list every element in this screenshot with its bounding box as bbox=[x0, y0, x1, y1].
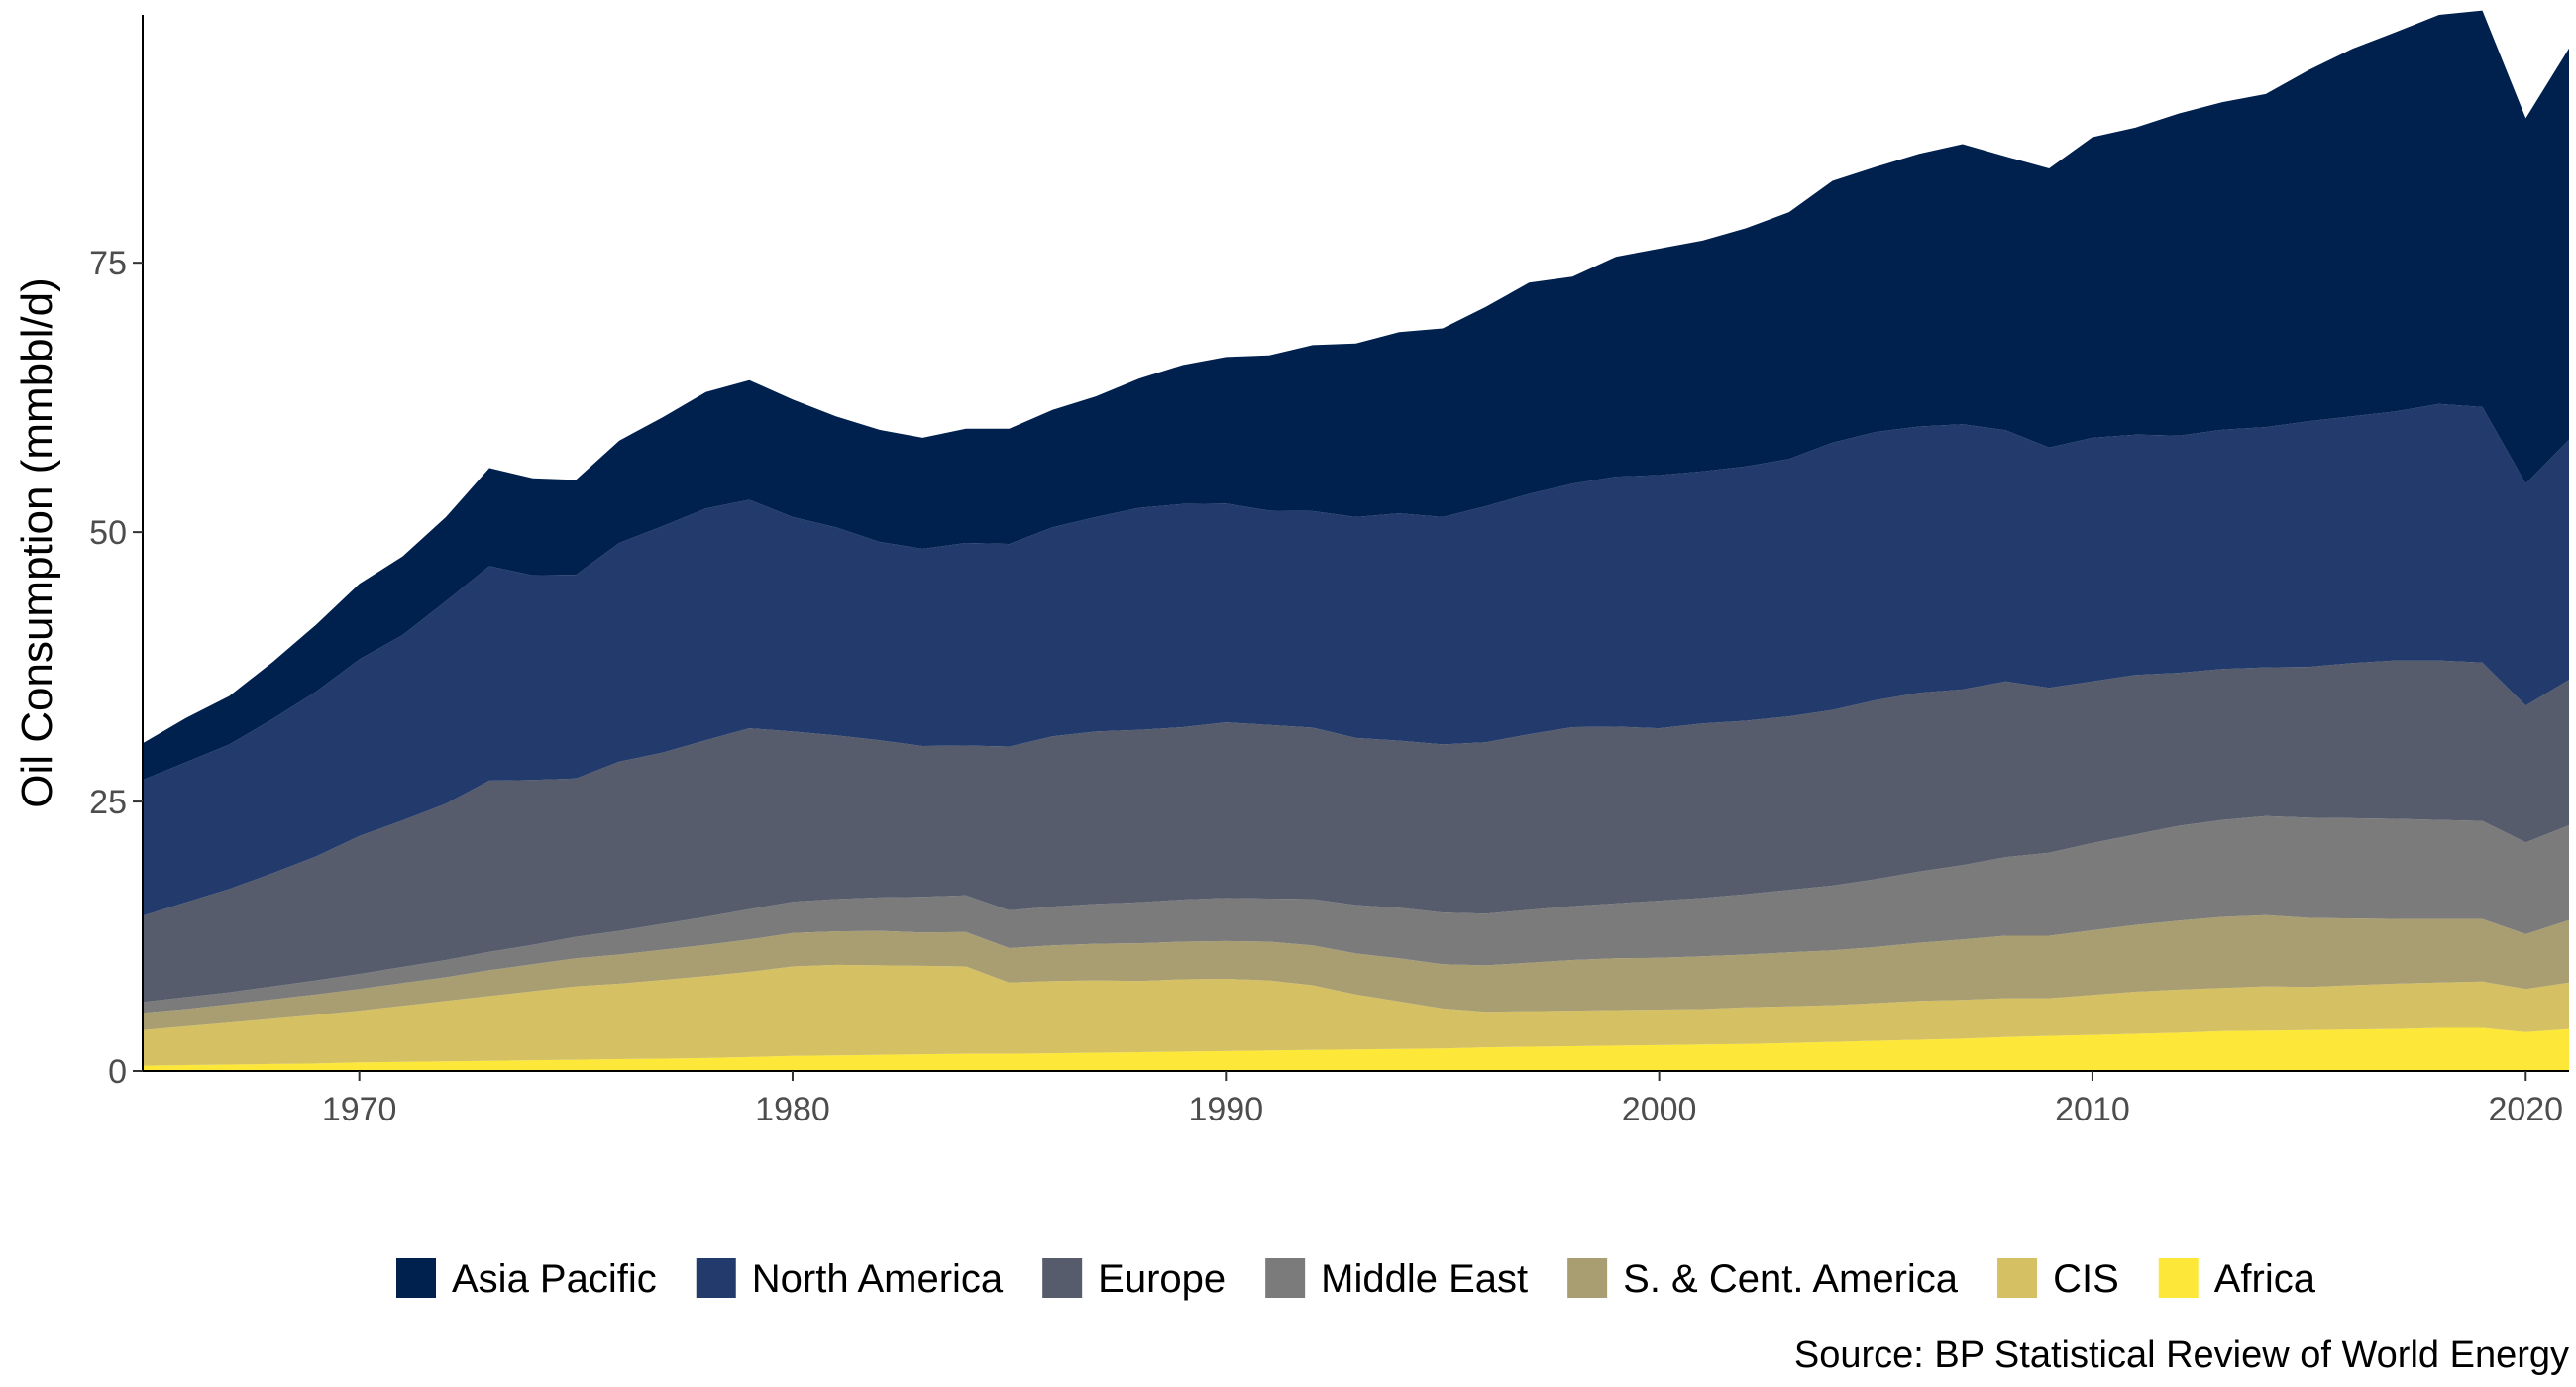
legend-swatch-middle-east bbox=[1265, 1258, 1306, 1298]
area-s-cent-america bbox=[143, 914, 2569, 1030]
y-tick-label: 50 bbox=[89, 514, 127, 552]
legend-swatch-north-america bbox=[696, 1258, 736, 1298]
legend: Asia Pacific North America Europe Middle Ea… bbox=[396, 1257, 2316, 1301]
x-tick-label: 1980 bbox=[755, 1091, 830, 1128]
x-tick-label: 1990 bbox=[1188, 1091, 1263, 1128]
x-tick-label: 1970 bbox=[322, 1091, 397, 1128]
area-middle-east bbox=[143, 815, 2569, 1014]
y-tick-label: 75 bbox=[89, 245, 127, 282]
x-tick-label: 2020 bbox=[2488, 1091, 2563, 1128]
area-asia-pacific bbox=[143, 10, 2569, 781]
source-caption: Source: BP Statistical Review of World E… bbox=[1794, 1334, 2569, 1376]
legend-swatch-cis bbox=[1997, 1258, 2038, 1298]
legend-label-europe: Europe bbox=[1098, 1257, 1226, 1301]
area-europe bbox=[143, 660, 2569, 1003]
legend-label-asia-pacific: Asia Pacific bbox=[452, 1257, 657, 1301]
y-tick-label: 0 bbox=[108, 1053, 127, 1091]
area-africa bbox=[143, 1027, 2569, 1071]
legend-label-middle-east: Middle East bbox=[1321, 1257, 1528, 1301]
x-tick-label: 2010 bbox=[2055, 1091, 2130, 1128]
area-cis bbox=[143, 964, 2569, 1066]
y-axis-title: Oil Consumption (mmbbl/d) bbox=[13, 277, 61, 808]
legend-swatch-africa bbox=[2158, 1258, 2199, 1298]
axes bbox=[142, 15, 2569, 1072]
legend-swatch-europe bbox=[1042, 1258, 1083, 1298]
y-tick-label: 25 bbox=[89, 784, 127, 821]
legend-label-north-america: North America bbox=[752, 1257, 1004, 1301]
legend-label-cis: CIS bbox=[2053, 1257, 2119, 1301]
legend-label-s-cent-america: S. & Cent. America bbox=[1623, 1257, 1959, 1301]
legend-swatch-s-cent-america bbox=[1567, 1258, 1608, 1298]
area-north-america bbox=[143, 403, 2569, 916]
x-tick-label: 2000 bbox=[1622, 1091, 1697, 1128]
x-ticks: 1970 1980 1990 2000 2010 2020 bbox=[322, 1071, 2563, 1128]
area-layers bbox=[143, 10, 2569, 1071]
legend-swatch-asia-pacific bbox=[396, 1258, 436, 1298]
y-ticks: 0 25 50 75 bbox=[89, 245, 143, 1091]
legend-label-africa: Africa bbox=[2214, 1257, 2316, 1301]
